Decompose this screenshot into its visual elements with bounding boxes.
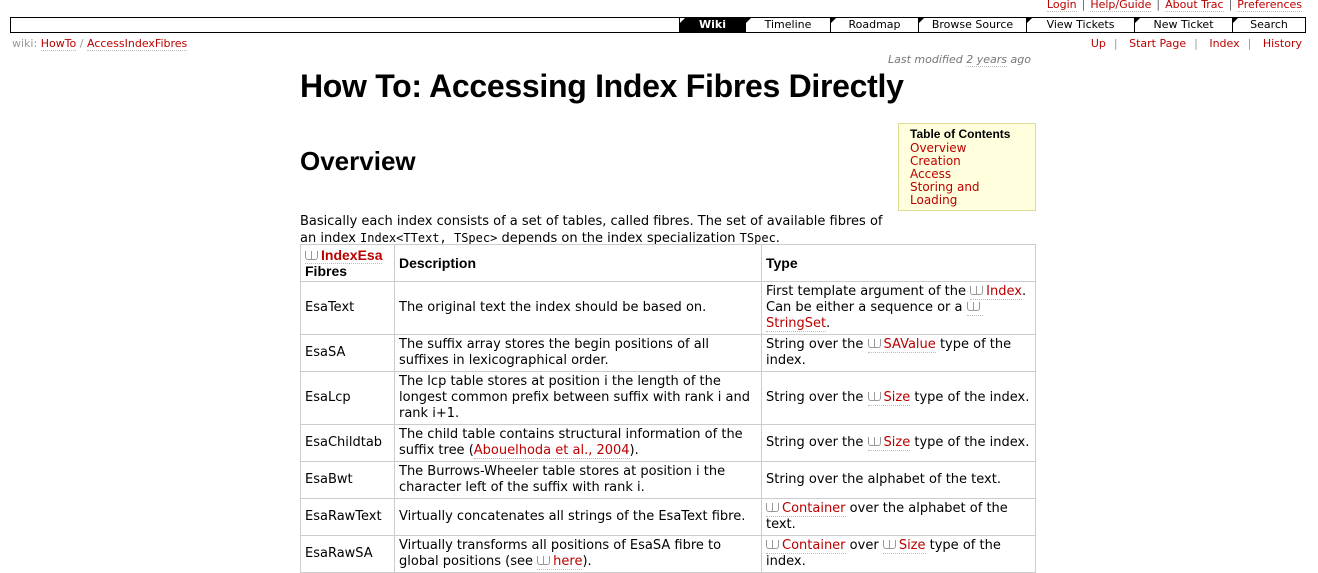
index-link[interactable]: Index <box>1209 37 1240 50</box>
toc-item-storing-loading[interactable]: Storing and Loading <box>910 180 980 207</box>
book-icon <box>867 392 881 401</box>
table-row: EsaChildtab The child table contains str… <box>300 424 1036 462</box>
breadcrumb-prefix: wiki: <box>12 37 38 50</box>
tab-browse-source[interactable]: Browse Source <box>918 18 1026 32</box>
table-row: EsaRawSA Virtually transforms all positi… <box>300 535 1036 573</box>
book-icon <box>867 339 881 348</box>
book-icon <box>970 286 984 295</box>
history-link[interactable]: History <box>1262 37 1302 50</box>
table-of-contents: Table of Contents Overview Creation Acce… <box>898 123 1036 211</box>
fibres-table: IndexEsa Fibres Description Type EsaText … <box>300 244 1036 573</box>
table-header-row: IndexEsa Fibres Description Type <box>300 244 1036 282</box>
toc-item-overview[interactable]: Overview <box>910 141 967 155</box>
header-fibres: IndexEsa Fibres <box>300 244 395 282</box>
index-code: Index<TText, TSpec> <box>360 231 498 245</box>
size-link[interactable]: Size <box>867 435 911 451</box>
tab-roadmap[interactable]: Roadmap <box>830 18 918 32</box>
stringset-link[interactable]: StringSet <box>766 300 983 332</box>
last-modified: Last modified 2 years ago <box>888 53 1031 67</box>
last-modified-age-link[interactable]: 2 years <box>966 53 1008 67</box>
start-page-link[interactable]: Start Page <box>1129 37 1187 50</box>
header-description: Description <box>394 244 762 282</box>
table-row: EsaText The original text the index shou… <box>300 281 1036 335</box>
toc-item-access[interactable]: Access <box>910 167 952 181</box>
book-icon <box>882 540 896 549</box>
container-link[interactable]: Container <box>766 538 846 554</box>
preferences-link[interactable]: Preferences <box>1237 0 1302 12</box>
tab-search[interactable]: Search <box>1232 18 1305 32</box>
indexesa-link[interactable]: IndexEsa <box>305 247 383 264</box>
book-icon <box>766 503 779 512</box>
here-link[interactable]: here <box>537 554 583 570</box>
table-row: EsaLcp The lcp table stores at position … <box>300 371 1036 425</box>
tab-view-tickets[interactable]: View Tickets <box>1026 18 1134 32</box>
login-link[interactable]: Login <box>1046 0 1077 12</box>
size-link[interactable]: Size <box>867 390 911 406</box>
book-icon <box>867 437 881 446</box>
container-link[interactable]: Container <box>766 501 846 517</box>
wiki-content: How To: Accessing Index Fibres Directly … <box>300 64 1036 573</box>
up-link[interactable]: Up <box>1090 37 1106 50</box>
help-guide-link[interactable]: Help/Guide <box>1090 0 1152 12</box>
book-icon <box>766 540 779 549</box>
toc-title: Table of Contents <box>910 127 1011 141</box>
page-title: How To: Accessing Index Fibres Directly <box>300 68 904 104</box>
header-type: Type <box>761 244 1036 282</box>
book-icon <box>966 302 980 311</box>
table-row: EsaBwt The Burrows-Wheeler table stores … <box>300 461 1036 499</box>
tab-wiki[interactable]: Wiki <box>679 18 745 32</box>
size-link[interactable]: Size <box>882 538 926 554</box>
savalue-link[interactable]: SAValue <box>867 337 936 353</box>
table-row: EsaSA The suffix array stores the begin … <box>300 334 1036 372</box>
index-link[interactable]: Index <box>970 284 1022 300</box>
toc-item-creation[interactable]: Creation <box>910 154 961 168</box>
breadcrumb-separator: / <box>79 37 84 50</box>
main-navigation: Wiki Timeline Roadmap Browse Source View… <box>10 17 1306 33</box>
breadcrumb: wiki: HowTo / AccessIndexFibres <box>12 37 188 51</box>
context-navigation: Up | Start Page | Index | History <box>1090 37 1302 50</box>
book-icon <box>305 251 318 260</box>
breadcrumb-howto-link[interactable]: HowTo <box>40 37 77 51</box>
tab-timeline[interactable]: Timeline <box>745 18 830 32</box>
breadcrumb-page-link[interactable]: AccessIndexFibres <box>86 37 188 51</box>
section-title-overview: Overview <box>300 146 416 176</box>
table-row: EsaRawText Virtually concatenates all st… <box>300 498 1036 536</box>
intro-paragraph: Basically each index consists of a set o… <box>300 214 883 246</box>
abouelhoda-citation-link[interactable]: Abouelhoda et al., 2004 <box>473 443 630 459</box>
meta-navigation: Login | Help/Guide | About Trac | Preferences <box>1046 0 1302 12</box>
about-trac-link[interactable]: About Trac <box>1165 0 1224 12</box>
book-icon <box>537 556 551 565</box>
tspec-code: TSpec <box>739 231 776 245</box>
tab-new-ticket[interactable]: New Ticket <box>1134 18 1232 32</box>
